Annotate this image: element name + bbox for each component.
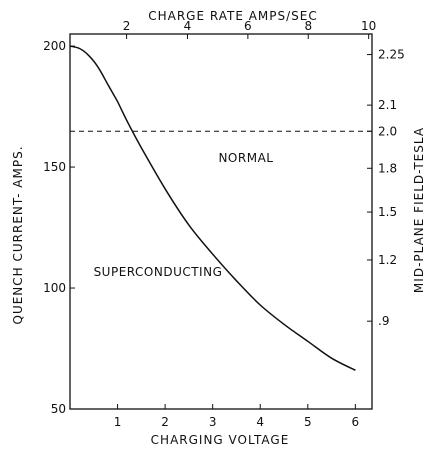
right-tick-label: 1.8 bbox=[378, 161, 397, 175]
top-tick-label: 8 bbox=[304, 19, 312, 33]
plot-border bbox=[69, 33, 373, 410]
y-axis-title: QUENCH CURRENT- AMPS. bbox=[11, 145, 25, 324]
right-tick-label: 2.25 bbox=[378, 48, 405, 62]
superconducting-region-label: SUPERCONDUCTING bbox=[94, 265, 223, 279]
annotations: NORMAL SUPERCONDUCTING bbox=[94, 151, 273, 279]
x-axis-title: CHARGING VOLTAGE bbox=[151, 433, 290, 447]
y-tick-label: 200 bbox=[43, 39, 66, 53]
quench-current-curve bbox=[69, 45, 356, 371]
y-tick-label: 150 bbox=[43, 160, 66, 174]
top-tick-label: 2 bbox=[123, 19, 131, 33]
x-tick-label: 1 bbox=[114, 415, 122, 429]
y-tick-label: 50 bbox=[51, 402, 66, 416]
x-tick-label: 5 bbox=[304, 415, 312, 429]
right-tick-label: .9 bbox=[378, 314, 389, 328]
right-tick-label: 1.2 bbox=[378, 253, 397, 267]
top-tick-label: 4 bbox=[184, 19, 192, 33]
x-tick-label: 2 bbox=[161, 415, 169, 429]
top-tick-label: 6 bbox=[244, 19, 252, 33]
right-tick-label: 1.5 bbox=[378, 205, 397, 219]
series-layer bbox=[69, 45, 356, 371]
top-tick-label: 10 bbox=[361, 19, 376, 33]
plot-frame bbox=[69, 33, 373, 410]
right-tick-label: 2.1 bbox=[378, 98, 397, 112]
right-axis-title: MID-PLANE FIELD-TESLA bbox=[412, 127, 426, 293]
x-tick-label: 4 bbox=[256, 415, 264, 429]
y-tick-label: 100 bbox=[43, 281, 66, 295]
right-tick-label: 2.0 bbox=[378, 124, 397, 138]
x-tick-label: 3 bbox=[209, 415, 217, 429]
normal-region-label: NORMAL bbox=[218, 151, 273, 165]
top-axis-title: CHARGE RATE AMPS/SEC bbox=[148, 9, 318, 23]
x-tick-label: 6 bbox=[352, 415, 360, 429]
ticks-layer: 1 2 3 4 5 6 50 100 150 200 2 4 6 8 10 2.25 2.1 2.0 1.8 1.5 1… bbox=[43, 19, 405, 429]
